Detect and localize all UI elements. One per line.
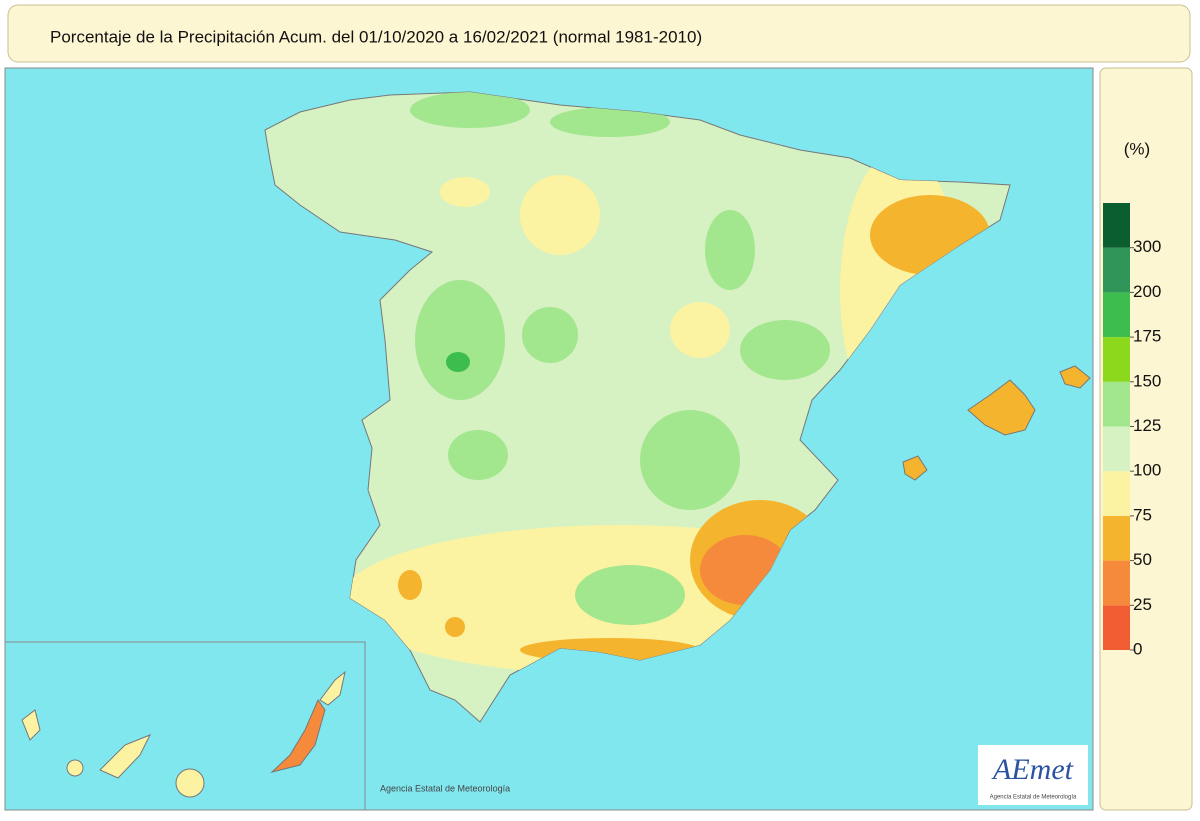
island (99, 734, 152, 779)
legend-swatch (1103, 605, 1130, 650)
island (902, 455, 928, 481)
legend-swatch (1103, 381, 1130, 427)
area-very-wet (446, 352, 470, 372)
area-wet (410, 92, 530, 128)
legend-tick-label: 300 (1133, 237, 1161, 256)
legend-swatch (1103, 471, 1130, 516)
map-title: Porcentaje de la Precipitación Acum. del… (50, 27, 702, 46)
legend-tick-label: 175 (1133, 327, 1161, 346)
logo-box (978, 745, 1088, 805)
legend-swatch (1103, 203, 1130, 248)
island (1059, 365, 1091, 389)
title-box (7, 4, 1191, 63)
logo-subtitle: Agencia Estatal de Meteorología (990, 795, 1077, 801)
legend-swatch (1103, 426, 1130, 472)
area-wet (415, 280, 505, 400)
legend-tick-label: 125 (1133, 416, 1161, 435)
area-wet (640, 410, 740, 510)
legend-unit: (%) (1124, 139, 1150, 158)
legend-swatch (1103, 292, 1130, 338)
area-wet (740, 320, 830, 380)
legend-tick-label: 75 (1133, 505, 1152, 524)
legend-swatch (1103, 247, 1130, 293)
area-low (670, 302, 730, 358)
legend-tick-label: 150 (1133, 371, 1161, 390)
area-wet (705, 210, 755, 290)
legend-swatch (1103, 337, 1130, 382)
legend-tick-label: 100 (1133, 461, 1161, 480)
legend-swatch (1103, 560, 1130, 606)
area-wet (522, 307, 578, 363)
area-wet (448, 430, 508, 480)
credit: Agencia Estatal de Meteorología (380, 783, 510, 793)
area-dry (398, 570, 422, 600)
area-wet (550, 107, 670, 137)
canary-inset (4, 641, 366, 811)
legend-swatch (1103, 515, 1130, 561)
area-wet (575, 565, 685, 625)
island (967, 379, 1036, 436)
legend-tick-label: 0 (1133, 639, 1142, 658)
island (175, 768, 205, 798)
island (270, 698, 326, 773)
island (21, 709, 41, 741)
legend-tick-label: 25 (1133, 595, 1152, 614)
legend-tick-label: 50 (1133, 550, 1152, 569)
island (319, 670, 346, 706)
area-dry (445, 617, 465, 637)
island (66, 759, 84, 777)
area-low (520, 175, 600, 255)
logo-name: AEmet (991, 753, 1074, 786)
legend-tick-label: 200 (1133, 282, 1161, 301)
area-low (440, 177, 490, 207)
